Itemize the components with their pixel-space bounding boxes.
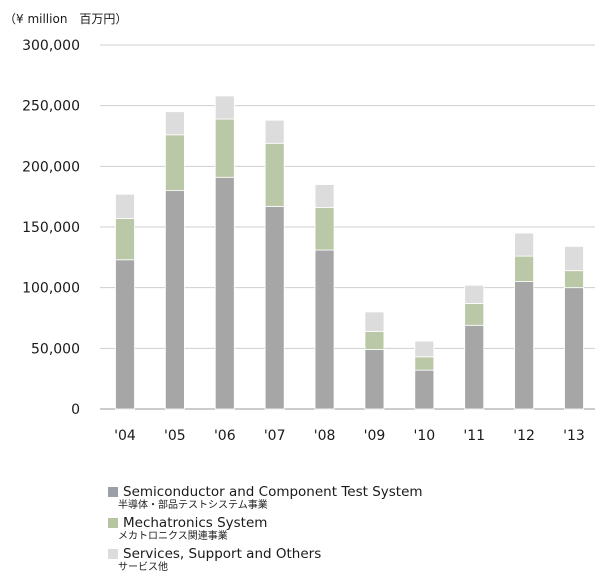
bar-segment-services: [264, 119, 285, 144]
bar-segment-mechatronics: [264, 142, 285, 207]
legend-swatch-semiconductor: [108, 487, 118, 497]
bar-segment-services: [115, 193, 135, 219]
legend-swatch-services: [108, 549, 118, 559]
x-tick-label: '04: [114, 428, 136, 444]
x-tick-labels: '04 '05 '06 '07 '08 '09 '10 '11 '12 '13: [114, 428, 585, 444]
bar-segment-mechatronics: [414, 356, 435, 371]
x-tick-label: '05: [164, 428, 186, 444]
bar-segment-semiconductor: [314, 249, 335, 410]
bar-segment-mechatronics: [364, 330, 385, 350]
x-tick-label: '09: [364, 428, 386, 444]
stacked-bar-chart: 0 50,000 100,000 150,000 200,000 250,000 300,0…: [22, 38, 595, 444]
y-tick-label: 250,000: [22, 99, 80, 115]
bar-segment-semiconductor: [564, 287, 584, 410]
x-tick-label: '13: [563, 428, 585, 444]
bar-segment-mechatronics: [214, 118, 235, 178]
bar-segment-services: [364, 311, 385, 332]
legend-label: Semiconductor and Component Test System: [123, 484, 423, 500]
y-tick-label: 50,000: [31, 341, 80, 357]
y-tick-label: 150,000: [22, 220, 80, 236]
bar-segment-semiconductor: [414, 369, 435, 410]
bar-segment-semiconductor: [264, 205, 285, 410]
bar-segment-mechatronics: [115, 218, 135, 261]
bars: [115, 95, 584, 410]
bar-segment-semiconductor: [364, 349, 385, 410]
y-tick-label: 300,000: [22, 38, 80, 54]
bar-segment-mechatronics: [314, 207, 335, 251]
legend-label-ja: サービス他: [118, 562, 168, 573]
y-tick-label: 0: [71, 402, 80, 418]
bar-segment-services: [564, 246, 584, 272]
bar-segment-semiconductor: [214, 176, 235, 410]
legend-item-semiconductor: Semiconductor and Component Test System …: [108, 484, 423, 512]
bar-segment-semiconductor: [464, 324, 485, 410]
x-tick-label: '11: [463, 428, 485, 444]
y-tick-label: 100,000: [22, 281, 80, 297]
x-tick-label: '10: [413, 428, 435, 444]
y-tick-label: 200,000: [22, 159, 80, 175]
bar-segment-mechatronics: [564, 270, 584, 289]
bar-segment-services: [164, 111, 185, 136]
bar-segment-mechatronics: [514, 255, 535, 282]
legend-item-services: Services, Support and Others サービス他: [108, 546, 423, 574]
bar-segment-semiconductor: [514, 281, 535, 410]
bar-segment-services: [514, 232, 535, 257]
x-tick-label: '06: [214, 428, 236, 444]
bar-segment-semiconductor: [164, 190, 185, 410]
unit-label: （¥ million 百万円）: [4, 12, 128, 26]
bar-segment-semiconductor: [115, 259, 135, 410]
legend-item-mechatronics: Mechatronics System メカトロニクス関連事業: [108, 515, 423, 543]
bar-segment-mechatronics: [164, 134, 185, 191]
legend-label-ja: メカトロニクス関連事業: [118, 531, 228, 542]
bar-segment-services: [314, 184, 335, 208]
gridlines: [100, 44, 595, 410]
bar-segment-services: [414, 340, 435, 358]
bar-segment-services: [464, 284, 485, 304]
legend: Semiconductor and Component Test System …: [108, 484, 423, 577]
bar-segment-services: [214, 95, 235, 120]
bar-segment-mechatronics: [464, 303, 485, 326]
legend-label-ja: 半導体・部品テストシステム事業: [118, 500, 268, 511]
x-tick-label: '07: [264, 428, 286, 444]
legend-label: Mechatronics System: [123, 515, 268, 531]
x-tick-label: '08: [314, 428, 336, 444]
y-tick-labels: 0 50,000 100,000 150,000 200,000 250,000 300,0…: [22, 38, 80, 418]
x-tick-label: '12: [513, 428, 535, 444]
legend-label: Services, Support and Others: [123, 546, 322, 562]
legend-swatch-mechatronics: [108, 518, 118, 528]
